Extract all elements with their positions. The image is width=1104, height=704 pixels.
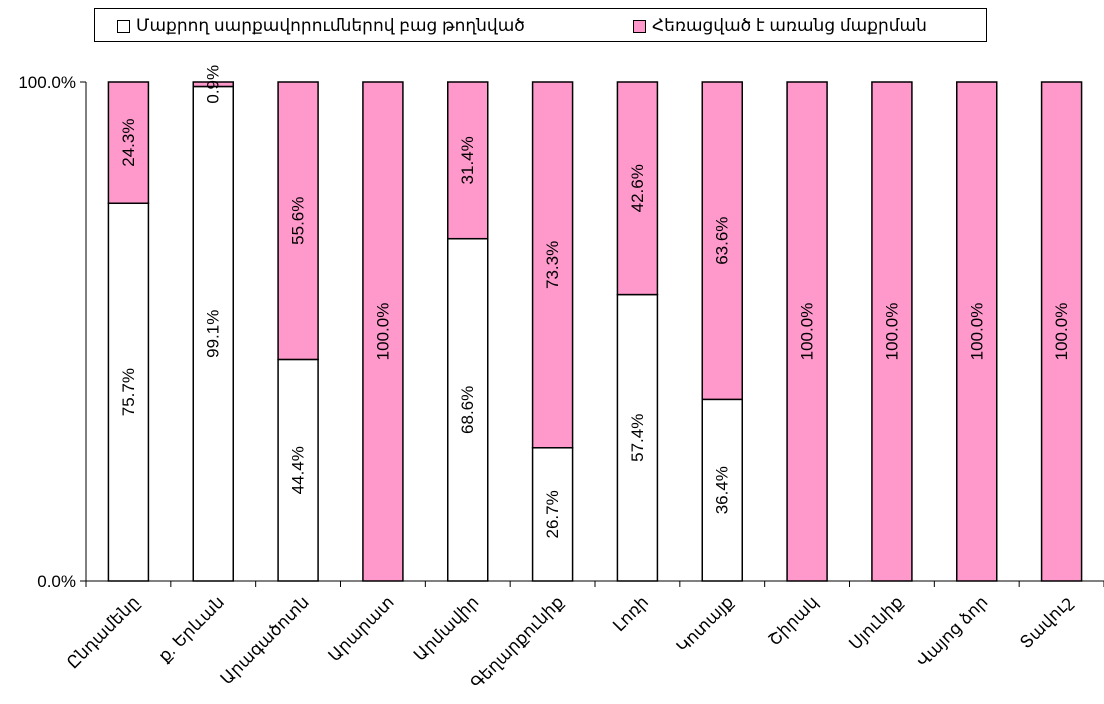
x-tick-label: Սյունիք [846,592,907,653]
data-label: 31.4% [458,136,477,184]
bar-cleaned [616,293,659,582]
x-tick-label: Վայոց ձոր [913,592,992,671]
x-tick-label: Կոտայք [673,592,737,656]
x-tick-label: Գեղարքունիք [467,592,567,692]
x-tick-label: Ընդամենը [63,592,143,672]
bar-uncleaned [107,81,150,205]
x-tick-label: Տավուշ [1016,592,1076,652]
data-label: 68.6% [458,386,477,434]
data-label: 55.6% [289,197,308,245]
bar-uncleaned [871,81,913,582]
legend-item-cleaned: Մաքրող սարքավորումներով բաց թողնված [117,16,525,36]
y-tick-label: 0.0% [37,572,76,591]
y-tick-label: 100.0% [18,73,76,92]
data-label: 100.0% [798,303,817,361]
bar-cleaned [447,237,489,582]
bar-uncleaned [447,81,489,240]
legend-label-uncleaned: Հեռացված է առանց մաքրման [652,16,927,35]
data-label: 100.0% [1052,303,1071,361]
legend-swatch-pink [633,19,646,33]
bar-uncleaned [362,81,404,582]
data-label: 42.6% [628,164,647,212]
bar-cleaned [277,358,319,582]
data-label: 26.7% [543,490,562,538]
data-label: 36.4% [713,466,732,514]
bar-uncleaned [192,81,234,88]
data-label: 63.6% [713,217,732,265]
x-tick-label: ք. Երևան [155,592,228,665]
data-label: 0.9% [204,65,223,104]
bar-uncleaned [616,81,659,296]
data-label: 73.3% [543,241,562,289]
data-label: 100.0% [373,303,392,361]
data-label: 100.0% [967,303,986,361]
bar-uncleaned [531,81,574,449]
bar-cleaned [192,85,234,582]
data-label: 100.0% [882,303,901,361]
data-label: 99.1% [204,310,223,358]
x-tick-label: Շիրակ [765,592,822,649]
x-tick-label: Արարատ [325,592,398,665]
x-tick-label: Արագածոտն [217,592,313,688]
data-label: 75.7% [119,368,138,416]
legend-swatch-white [117,19,130,33]
bar-uncleaned [956,81,998,582]
data-label: 24.3% [119,119,138,167]
bar-cleaned [531,447,574,582]
bar-uncleaned [701,81,743,401]
legend-label-cleaned: Մաքրող սարքավորումներով բաց թողնված [136,16,525,35]
legend-item-uncleaned: Հեռացված է առանց մաքրման [633,16,927,36]
data-label: 57.4% [628,414,647,462]
bar-uncleaned [786,81,828,582]
bar-cleaned [701,398,743,582]
x-tick-label: Արմավիր [410,592,482,664]
bar-uncleaned [277,81,319,361]
chart-legend: Մաքրող սարքավորումներով բաց թողնված Հեռա… [94,8,987,42]
x-tick-label: Լոռի [609,592,652,635]
bar-uncleaned [1040,81,1083,582]
data-label: 44.4% [289,446,308,494]
